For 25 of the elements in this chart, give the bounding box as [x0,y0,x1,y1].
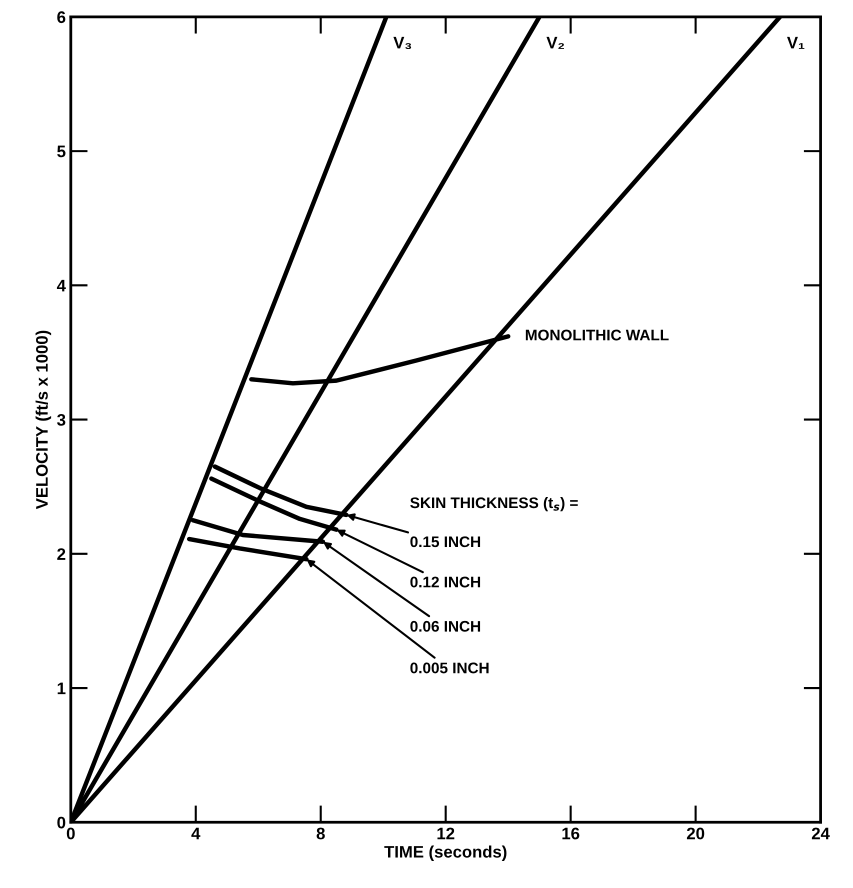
x-tick-label: 24 [812,828,830,840]
series-label: V₁ [787,36,804,49]
y-tick-label: 3 [57,414,66,426]
x-axis-title: TIME (seconds) [384,845,506,861]
y-tick-label: 0 [57,816,66,828]
y-tick-label: 6 [57,11,66,24]
text: 0.005 INCH [410,662,489,674]
legend-label: V₂ [546,36,564,49]
series-label: V₃ [393,36,412,50]
x-tick-label: 4 [191,828,200,840]
y-tick-label: 5 [57,146,66,158]
x-tick-label: 0 [66,828,75,840]
x-tick-label: 12 [437,828,454,840]
series-label: MONOLITHIC WALL [526,330,669,340]
text: 0.12 INCH [410,576,480,588]
y-tick-label: 4 [56,280,66,292]
annotation: SKIN THICKNESS (t$_{s}$) = [410,496,578,512]
text: 0.06 INCH [410,620,480,632]
text: 0.15 INCH [410,536,480,548]
y-tick-label: 1 [58,682,66,694]
x-tick-label: 16 [562,828,580,840]
x-tick-label: 20 [686,828,704,840]
x-tick-label: 8 [316,828,325,840]
y-axis-title: VELOCITY (ft/s x 1000) [36,330,52,510]
y-tick-label: 2 [57,548,66,560]
